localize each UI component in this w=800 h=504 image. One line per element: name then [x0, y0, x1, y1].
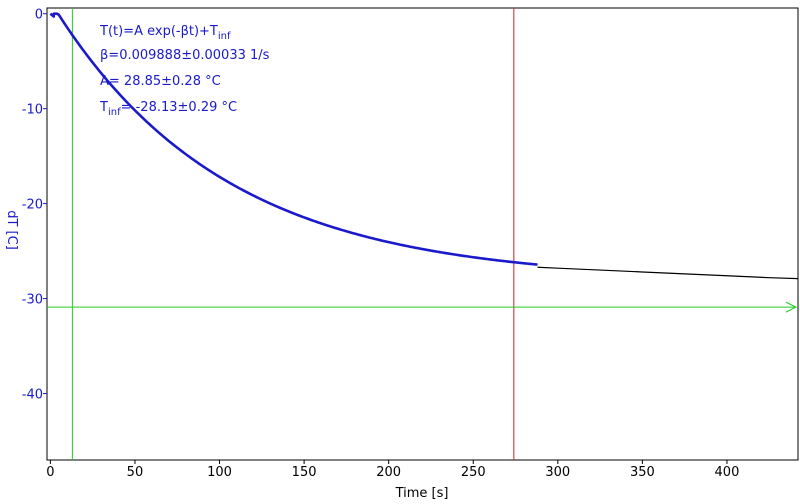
marker-lines: [47, 8, 798, 460]
beta-text: β=0.009888±0.00033 1/s: [100, 48, 270, 63]
x-axis-ticks: 0 50 100 150 200 250 300 350 400: [46, 460, 739, 480]
y-tick-label: -30: [22, 293, 43, 308]
y-tick-label: -20: [22, 198, 43, 213]
x-tick-label: 200: [376, 465, 401, 480]
fit-series-line: [49, 12, 538, 266]
fit-annotation: T(t)=A exp(-βt)+Tinf β=0.009888±0.00033 …: [99, 24, 270, 118]
formula-text: T(t)=A exp(-βt)+Tinf: [99, 24, 231, 42]
x-tick-label: 0: [46, 465, 54, 480]
x-tick-label: 150: [292, 465, 317, 480]
x-tick-label: 50: [127, 465, 144, 480]
tinf-text: Tinf= -28.13±0.29 °C: [99, 100, 237, 118]
x-tick-label: 400: [715, 465, 740, 480]
x-tick-label: 350: [630, 465, 655, 480]
x-tick-label: 250: [461, 465, 486, 480]
x-tick-label: 300: [545, 465, 570, 480]
series-layer: [49, 12, 799, 280]
horizontal-marker-arrow: [785, 301, 798, 313]
y-axis-label: dT [C]: [4, 210, 19, 250]
y-tick-label: -10: [22, 103, 43, 118]
y-tick-label: 0: [35, 8, 43, 23]
plot-area: [46, 7, 799, 461]
y-axis-ticks: 0 -10 -20 -30 -40: [22, 8, 47, 403]
x-tick-label: 100: [207, 465, 232, 480]
x-axis-label: Time [s]: [395, 486, 449, 501]
data-series-line: [537, 266, 799, 280]
a-text: A= 28.85±0.28 °C: [100, 74, 221, 89]
y-tick-label: -40: [22, 388, 43, 403]
